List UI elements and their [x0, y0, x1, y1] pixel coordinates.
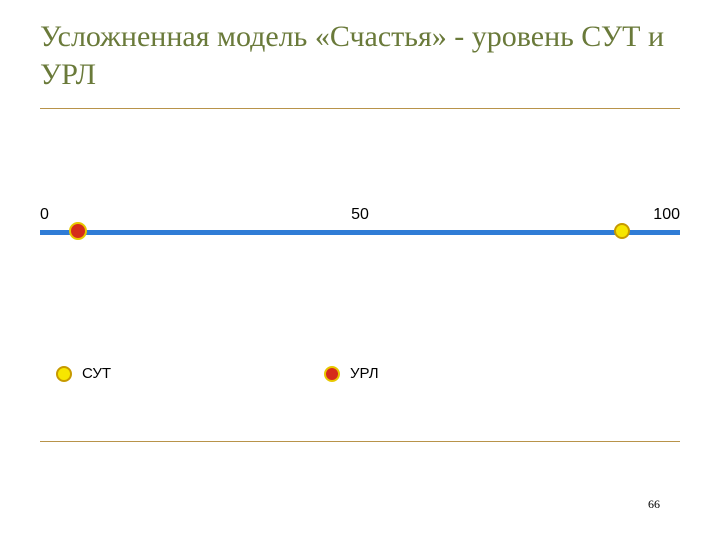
page-number: 66 [648, 497, 660, 512]
scale-axis-line [40, 230, 680, 235]
legend-sut-swatch-icon [56, 366, 72, 382]
legend-url: УРЛ [324, 365, 379, 382]
tick-label-50: 50 [351, 206, 369, 224]
slide: Усложненная модель «Счастья» - уровень С… [0, 0, 720, 540]
tick-label-100: 100 [653, 206, 680, 224]
legend-sut: СУТ [56, 365, 111, 382]
title-rule [40, 108, 680, 109]
footer-rule [40, 441, 680, 442]
url-marker [69, 222, 87, 240]
legend-url-label: УРЛ [350, 365, 379, 382]
page-title: Усложненная модель «Счастья» - уровень С… [40, 18, 680, 93]
tick-label-0: 0 [40, 206, 49, 224]
legend-url-swatch-icon [324, 366, 340, 382]
legend-sut-label: СУТ [82, 365, 111, 382]
sut-marker [614, 223, 630, 239]
